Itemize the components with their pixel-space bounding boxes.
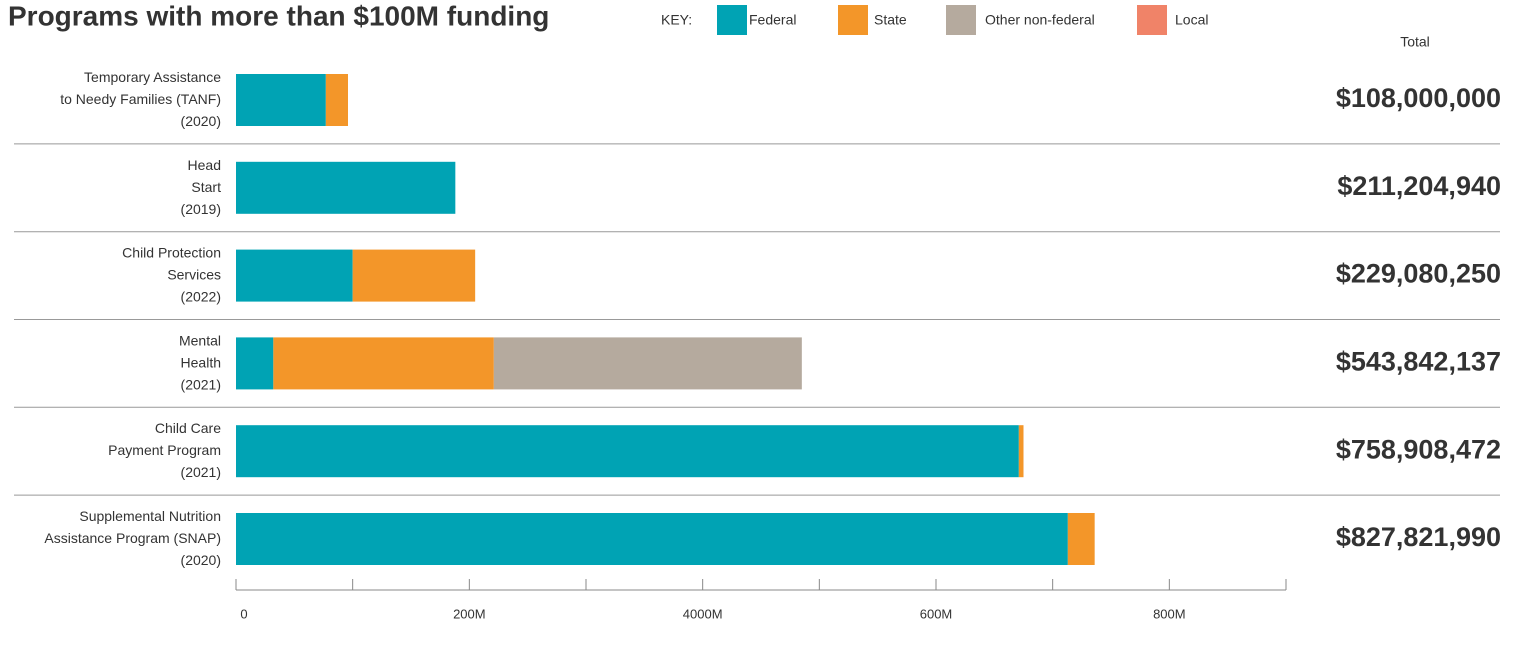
bar-segment xyxy=(236,337,274,390)
chart-title: Programs with more than $100M funding xyxy=(8,0,549,31)
bar-segment xyxy=(352,249,476,302)
legend-swatch xyxy=(1137,5,1167,35)
bar-segment xyxy=(236,74,326,126)
bar-segment xyxy=(236,513,1068,565)
total-label: $758,908,472 xyxy=(1336,434,1501,464)
category-label: Child Care Payment Program (2021) xyxy=(108,420,221,480)
legend-label: Other non-federal xyxy=(985,12,1095,28)
x-tick-label: 600M xyxy=(920,606,953,621)
legend-swatch xyxy=(717,5,747,35)
category-label: Supplemental Nutrition Assistance Program… xyxy=(44,508,221,568)
legend-label: State xyxy=(874,12,907,28)
total-label: $211,204,940 xyxy=(1337,171,1501,201)
bar-segment xyxy=(236,425,1019,478)
bar-segment xyxy=(1018,425,1024,478)
bar-segment xyxy=(236,249,353,302)
x-tick-label: 4000M xyxy=(683,606,723,621)
total-label: $229,080,250 xyxy=(1336,259,1501,289)
x-tick-label: 800M xyxy=(1153,606,1186,621)
legend-label: Local xyxy=(1175,12,1208,28)
total-header: Total xyxy=(1400,34,1430,50)
category-label: Child Protection Services (2022) xyxy=(122,244,221,304)
legend-title: KEY: xyxy=(661,12,692,28)
category-label: Temporary Assistance to Needy Families (T… xyxy=(60,69,221,129)
total-label: $827,821,990 xyxy=(1336,522,1501,552)
legend-label: Federal xyxy=(749,12,796,28)
category-label: Mental Health (2021) xyxy=(179,332,221,392)
total-label: $543,842,137 xyxy=(1336,347,1501,377)
x-tick-label: 200M xyxy=(453,606,486,621)
bar-segment xyxy=(236,161,456,214)
category-label: Head Start (2019) xyxy=(181,157,222,217)
bar-segment xyxy=(273,337,494,390)
total-label: $108,000,000 xyxy=(1336,83,1501,113)
legend-swatch xyxy=(838,5,868,35)
bar-segment xyxy=(1067,513,1095,565)
bar-segment xyxy=(325,74,348,126)
x-tick-label: 0 xyxy=(240,606,247,621)
legend-swatch xyxy=(946,5,976,35)
bar-segment xyxy=(493,337,802,390)
